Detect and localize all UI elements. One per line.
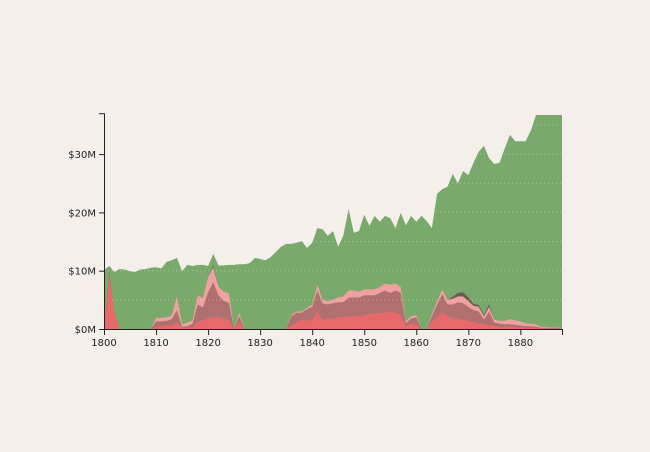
y-tick-label: $20M xyxy=(68,208,96,219)
y-axis: $0M $10M $20M $30M xyxy=(68,113,105,336)
y-axis-line xyxy=(99,113,105,330)
x-tick-label: 1880 xyxy=(508,338,533,349)
x-tick-label: 1830 xyxy=(247,338,272,349)
gridlines xyxy=(104,124,562,301)
y-tick-label: $0M xyxy=(75,325,96,336)
x-axis: 1800 1810 1820 1830 1840 1850 1860 1870 1880 xyxy=(91,329,563,349)
x-tick-label: 1820 xyxy=(195,338,220,349)
x-tick-label: 1850 xyxy=(352,338,377,349)
y-tick-label: $10M xyxy=(68,267,96,278)
y-tick-label: $30M xyxy=(68,150,96,161)
x-tick-label: 1840 xyxy=(299,338,324,349)
x-tick-label: 1860 xyxy=(404,338,429,349)
x-tick-label: 1870 xyxy=(456,338,481,349)
area-mauve xyxy=(104,273,562,329)
area-pink xyxy=(104,267,562,329)
area-green xyxy=(104,115,562,329)
x-axis-line xyxy=(104,329,563,335)
x-tick-label: 1810 xyxy=(143,338,168,349)
x-tick-label: 1800 xyxy=(91,338,116,349)
area-layers xyxy=(104,115,562,329)
